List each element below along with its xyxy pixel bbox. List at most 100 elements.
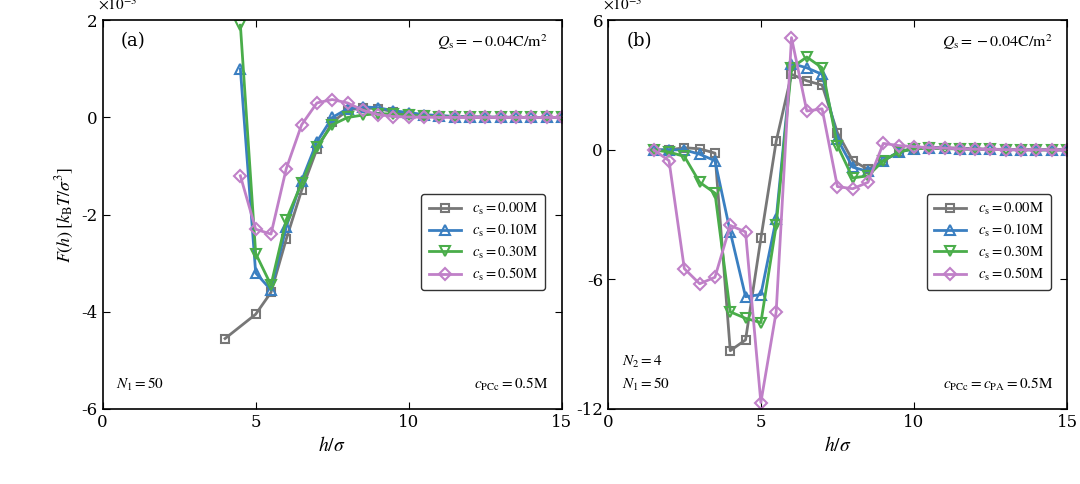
$c_{\mathrm{s}} = 0.50\mathrm{M}$	[847, 186, 860, 192]
Text: $N_2 = 4$
$N_1 = 50$: $N_2 = 4$ $N_1 = 50$	[622, 354, 670, 393]
$c_{\mathrm{s}} = 0.10\mathrm{M}$	[249, 270, 262, 276]
$c_{\mathrm{s}} = 0.50\mathrm{M}$	[693, 281, 706, 287]
$c_{\mathrm{s}} = 0.50\mathrm{M}$	[387, 114, 400, 120]
$c_{\mathrm{s}} = 0.00\mathrm{M}$	[265, 289, 278, 295]
$c_{\mathrm{s}} = 0.50\mathrm{M}$	[999, 147, 1012, 152]
$c_{\mathrm{s}} = 0.10\mathrm{M}$	[862, 168, 875, 174]
$c_{\mathrm{s}} = 0.00\mathrm{M}$	[708, 150, 721, 156]
$c_{\mathrm{s}} = 0.50\mathrm{M}$	[418, 114, 431, 120]
$c_{\mathrm{s}} = 0.30\mathrm{M}$	[433, 114, 446, 120]
$c_{\mathrm{s}} = 0.30\mathrm{M}$	[495, 114, 508, 120]
$c_{\mathrm{s}} = 0.10\mathrm{M}$	[402, 110, 415, 116]
$c_{\mathrm{s}} = 0.30\mathrm{M}$	[463, 114, 476, 120]
$c_{\mathrm{s}} = 0.30\mathrm{M}$	[372, 111, 384, 117]
$c_{\mathrm{s}} = 0.10\mathrm{M}$	[478, 114, 491, 120]
$c_{\mathrm{s}} = 0.50\mathrm{M}$	[862, 180, 875, 185]
$c_{\mathrm{s}} = 0.50\mathrm{M}$	[341, 100, 354, 106]
$c_{\mathrm{s}} = 0.10\mathrm{M}$	[831, 136, 843, 142]
$c_{\mathrm{s}} = 0.10\mathrm{M}$	[1045, 147, 1058, 153]
$c_{\mathrm{s}} = 0.30\mathrm{M}$	[478, 114, 491, 120]
$c_{\mathrm{s}} = 0.50\mathrm{M}$	[708, 274, 721, 280]
$c_{\mathrm{s}} = 0.10\mathrm{M}$	[785, 60, 798, 66]
$c_{\mathrm{s}} = 0.00\mathrm{M}$	[969, 146, 982, 151]
$c_{\mathrm{s}} = 0.50\mathrm{M}$	[770, 309, 783, 315]
$c_{\mathrm{s}} = 0.00\mathrm{M}$	[678, 145, 691, 151]
$c_{\mathrm{s}} = 0.50\mathrm{M}$	[540, 115, 553, 121]
$c_{\mathrm{s}} = 0.10\mathrm{M}$	[999, 147, 1012, 152]
$c_{\mathrm{s}} = 0.30\mathrm{M}$	[999, 147, 1012, 152]
$c_{\mathrm{s}} = 0.10\mathrm{M}$	[448, 114, 461, 120]
$c_{\mathrm{s}} = 0.10\mathrm{M}$	[356, 104, 369, 110]
Line: $c_{\mathrm{s}} = 0.50\mathrm{M}$: $c_{\mathrm{s}} = 0.50\mathrm{M}$	[649, 33, 1071, 407]
$c_{\mathrm{s}} = 0.00\mathrm{M}$	[815, 82, 828, 88]
$c_{\mathrm{s}} = 0.00\mathrm{M}$	[540, 115, 553, 121]
$c_{\mathrm{s}} = 0.10\mathrm{M}$	[739, 294, 752, 300]
$c_{\mathrm{s}} = 0.30\mathrm{M}$	[341, 115, 354, 121]
$c_{\mathrm{s}} = 0.00\mathrm{M}$	[647, 147, 660, 153]
$c_{\mathrm{s}} = 0.10\mathrm{M}$	[815, 72, 828, 77]
$c_{\mathrm{s}} = 0.00\mathrm{M}$	[785, 72, 798, 77]
Line: $c_{\mathrm{s}} = 0.50\mathrm{M}$: $c_{\mathrm{s}} = 0.50\mathrm{M}$	[237, 95, 566, 238]
$c_{\mathrm{s}} = 0.30\mathrm{M}$	[540, 115, 553, 121]
$c_{\mathrm{s}} = 0.10\mathrm{M}$	[647, 147, 660, 153]
$c_{\mathrm{s}} = 0.50\mathrm{M}$	[739, 229, 752, 235]
$c_{\mathrm{s}} = 0.10\mathrm{M}$	[969, 146, 982, 152]
$c_{\mathrm{s}} = 0.10\mathrm{M}$	[708, 158, 721, 164]
$c_{\mathrm{s}} = 0.00\mathrm{M}$	[954, 145, 967, 151]
$c_{\mathrm{s}} = 0.30\mathrm{M}$	[387, 111, 400, 117]
$c_{\mathrm{s}} = 0.50\mathrm{M}$	[877, 140, 890, 146]
$c_{\mathrm{s}} = 0.00\mathrm{M}$	[922, 144, 935, 150]
$c_{\mathrm{s}} = 0.10\mathrm{M}$	[724, 229, 737, 235]
$c_{\mathrm{s}} = 0.00\mathrm{M}$	[310, 146, 323, 152]
$c_{\mathrm{s}} = 0.00\mathrm{M}$	[984, 146, 997, 152]
$c_{\mathrm{s}} = 0.50\mathrm{M}$	[939, 145, 951, 151]
$c_{\mathrm{s}} = 0.00\mathrm{M}$	[356, 105, 369, 111]
$c_{\mathrm{s}} = 0.50\mathrm{M}$	[433, 114, 446, 120]
$c_{\mathrm{s}} = 0.00\mathrm{M}$	[770, 138, 783, 144]
$c_{\mathrm{s}} = 0.00\mathrm{M}$	[800, 78, 813, 84]
$c_{\mathrm{s}} = 0.50\mathrm{M}$	[1030, 147, 1043, 153]
$c_{\mathrm{s}} = 0.50\mathrm{M}$	[295, 122, 308, 128]
$c_{\mathrm{s}} = 0.50\mathrm{M}$	[265, 231, 278, 237]
$c_{\mathrm{s}} = 0.10\mathrm{M}$	[922, 145, 935, 151]
$c_{\mathrm{s}} = 0.00\mathrm{M}$	[847, 158, 860, 164]
$c_{\mathrm{s}} = 0.30\mathrm{M}$	[448, 114, 461, 120]
$c_{\mathrm{s}} = 0.50\mathrm{M}$	[280, 166, 293, 171]
$c_{\mathrm{s}} = 0.10\mathrm{M}$	[892, 149, 905, 155]
Text: $c_{\mathrm{PCc}} = 0.5\mathrm{M}$: $c_{\mathrm{PCc}} = 0.5\mathrm{M}$	[474, 377, 548, 393]
$c_{\mathrm{s}} = 0.10\mathrm{M}$	[433, 113, 446, 119]
Legend: $c_{\mathrm{s}} = 0.00\mathrm{M}$, $c_{\mathrm{s}} = 0.10\mathrm{M}$, $c_{\mathr: $c_{\mathrm{s}} = 0.00\mathrm{M}$, $c_{\…	[927, 194, 1051, 290]
$c_{\mathrm{s}} = 0.00\mathrm{M}$	[724, 348, 737, 354]
$c_{\mathrm{s}} = 0.50\mathrm{M}$	[831, 184, 843, 190]
$c_{\mathrm{s}} = 0.30\mathrm{M}$	[295, 180, 308, 186]
$c_{\mathrm{s}} = 0.00\mathrm{M}$	[448, 114, 461, 120]
$c_{\mathrm{s}} = 0.10\mathrm{M}$	[984, 147, 997, 152]
$c_{\mathrm{s}} = 0.50\mathrm{M}$	[815, 106, 828, 112]
$c_{\mathrm{s}} = 0.10\mathrm{M}$	[755, 292, 768, 298]
$c_{\mathrm{s}} = 0.30\mathrm{M}$	[800, 54, 813, 60]
$c_{\mathrm{s}} = 0.50\mathrm{M}$	[647, 147, 660, 153]
$c_{\mathrm{s}} = 0.30\mathrm{M}$	[954, 146, 967, 152]
$c_{\mathrm{s}} = 0.50\mathrm{M}$	[555, 115, 568, 121]
$c_{\mathrm{s}} = 0.50\mathrm{M}$	[402, 114, 415, 120]
$c_{\mathrm{s}} = 0.10\mathrm{M}$	[510, 114, 523, 120]
$c_{\mathrm{s}} = 0.10\mathrm{M}$	[326, 115, 339, 121]
$c_{\mathrm{s}} = 0.30\mathrm{M}$	[739, 316, 752, 321]
$c_{\mathrm{s}} = 0.30\mathrm{M}$	[892, 149, 905, 155]
$c_{\mathrm{s}} = 0.30\mathrm{M}$	[555, 115, 568, 121]
$c_{\mathrm{s}} = 0.50\mathrm{M}$	[724, 223, 737, 228]
$c_{\mathrm{s}} = 0.30\mathrm{M}$	[815, 65, 828, 71]
$c_{\mathrm{s}} = 0.00\mathrm{M}$	[892, 149, 905, 155]
$c_{\mathrm{s}} = 0.00\mathrm{M}$	[463, 114, 476, 120]
$c_{\mathrm{s}} = 0.50\mathrm{M}$	[892, 143, 905, 149]
$c_{\mathrm{s}} = 0.50\mathrm{M}$	[510, 115, 523, 121]
$c_{\mathrm{s}} = 0.10\mathrm{M}$	[662, 147, 675, 153]
$c_{\mathrm{s}} = 0.10\mathrm{M}$	[495, 114, 508, 120]
$c_{\mathrm{s}} = 0.50\mathrm{M}$	[1045, 147, 1058, 153]
Text: $\times10^{-3}$: $\times10^{-3}$	[604, 0, 643, 13]
$c_{\mathrm{s}} = 0.00\mathrm{M}$	[1061, 147, 1074, 153]
$c_{\mathrm{s}} = 0.00\mathrm{M}$	[999, 147, 1012, 152]
$c_{\mathrm{s}} = 0.00\mathrm{M}$	[478, 114, 491, 120]
$c_{\mathrm{s}} = 0.00\mathrm{M}$	[402, 111, 415, 117]
$c_{\mathrm{s}} = 0.30\mathrm{M}$	[1061, 147, 1074, 153]
